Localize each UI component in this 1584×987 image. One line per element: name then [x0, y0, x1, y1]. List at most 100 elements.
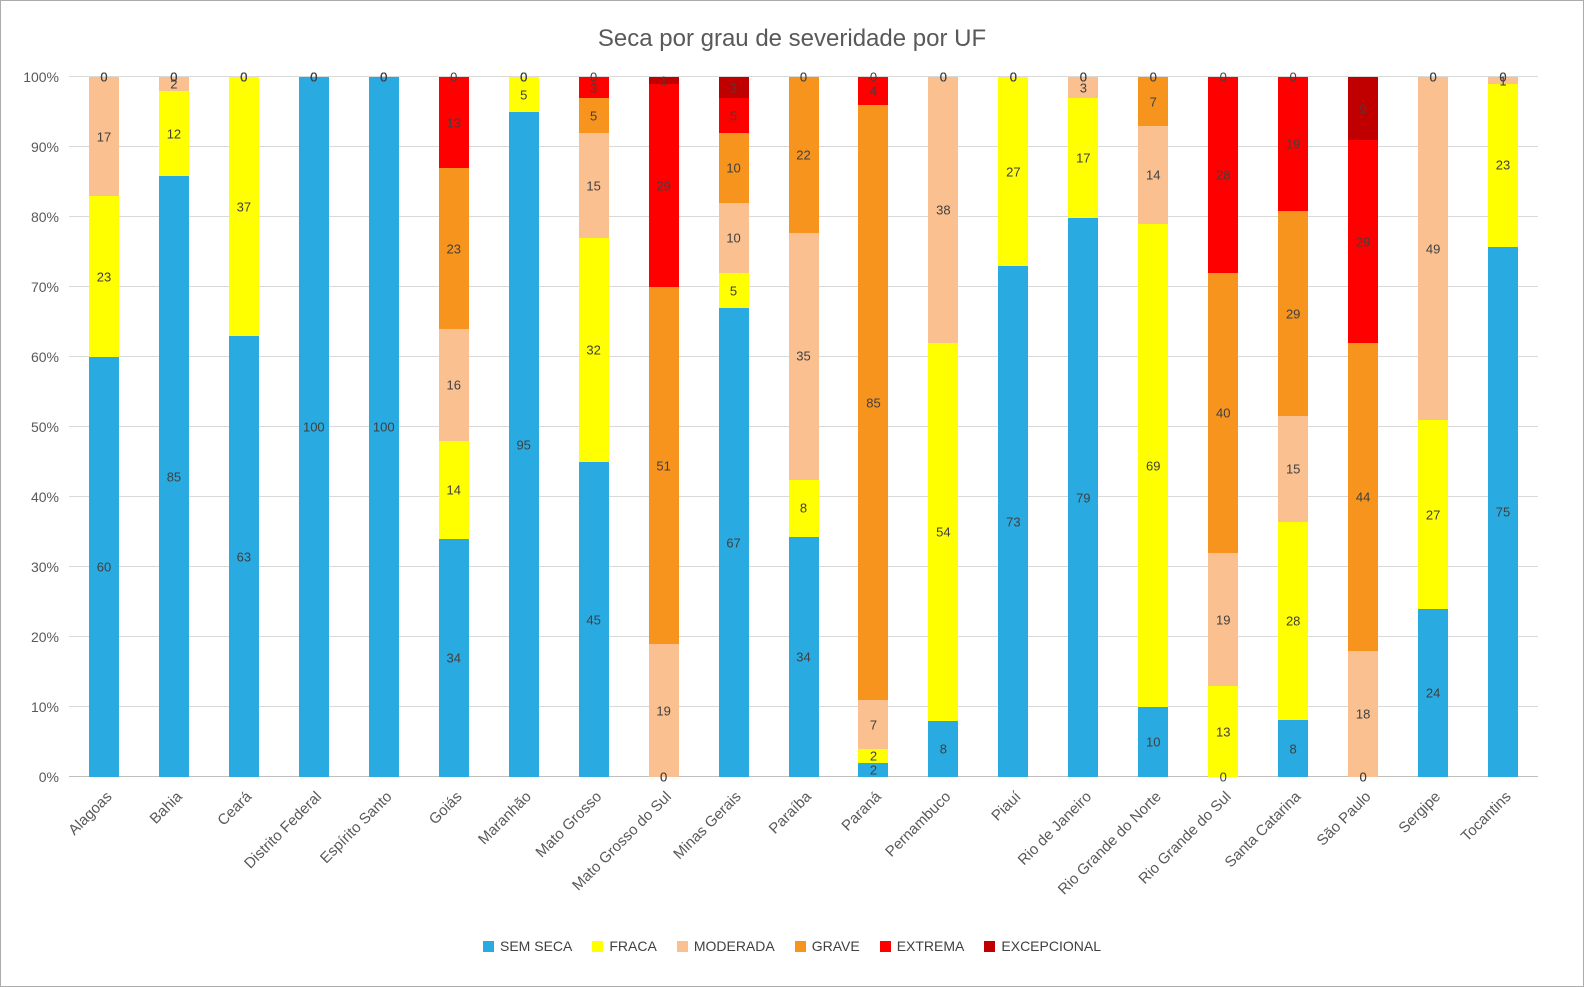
data-label: 10	[1146, 734, 1161, 750]
stacked-bar: 8 54 38 0 0 0	[928, 71, 959, 777]
stacked-bar: 34 8 35 22 0 0	[788, 71, 819, 777]
data-label: 23	[446, 241, 461, 256]
bar-segment-sem-seca	[998, 266, 1029, 777]
bar-segment-moderada	[858, 700, 889, 749]
bar-slot: 45 32 15 5 3 0 Mato Grosso	[532, 71, 629, 861]
data-label: 100	[302, 419, 325, 435]
bar-slot: 0 0 19 51 29 1 Mato Grosso do Sul	[569, 74, 699, 894]
data-label: 2	[170, 76, 178, 92]
data-label: 63	[236, 549, 252, 564]
data-label: 0	[170, 69, 178, 85]
data-label: 22	[796, 147, 811, 163]
y-axis-tick-label: 100%	[23, 69, 59, 85]
data-label: 14	[1146, 167, 1161, 183]
data-label: 29	[1285, 306, 1301, 322]
data-label: 13	[446, 115, 461, 130]
legend-item: SEM SECA	[483, 938, 572, 954]
bar-segment-moderada	[158, 77, 189, 92]
data-label: 27	[1006, 164, 1021, 179]
legend-swatch-moderada	[676, 940, 688, 952]
data-label: 23	[1495, 157, 1511, 173]
bar-segment-sem-seca	[438, 539, 469, 777]
data-label: 0	[799, 69, 808, 85]
data-label: 29	[656, 178, 671, 193]
bar-slot: 0 0 18 44 29 9 São Paulo	[1313, 77, 1398, 849]
legend-item: GRAVE	[794, 938, 860, 954]
stacked-bar: 95 5 0 0 0 0	[508, 71, 539, 777]
x-axis-category-label: Santa Catarina	[1221, 788, 1305, 872]
data-label: 34	[796, 649, 811, 665]
bar-segment-fraca	[1418, 420, 1449, 609]
data-label: 0	[1009, 69, 1017, 85]
data-label: 0	[939, 69, 948, 85]
data-label: 0	[100, 69, 108, 85]
bar-segment-moderada	[1208, 553, 1239, 686]
data-label: 0	[520, 69, 528, 85]
data-label: 3	[729, 80, 738, 95]
bar-segment-grave	[648, 287, 679, 644]
data-label: 100	[372, 419, 395, 435]
data-label: 79	[1076, 490, 1091, 506]
data-label: 0	[1149, 69, 1157, 85]
x-axis-category-label: Espírito Santo	[316, 788, 396, 867]
legend-item: FRACA	[592, 938, 657, 954]
data-label: 0	[520, 69, 528, 85]
data-label: 0	[1079, 69, 1087, 85]
bar-segment-fraca	[1488, 84, 1519, 247]
data-label: 0	[170, 69, 178, 85]
data-label: 23	[96, 269, 112, 284]
bar-segment-grave	[858, 105, 889, 700]
data-label: 13	[1215, 724, 1231, 739]
x-axis-category-label: Pernambuco	[882, 788, 955, 861]
legend-swatch-extrema	[879, 940, 891, 952]
data-label: 0	[1079, 69, 1087, 85]
bar-segment-moderada	[648, 644, 679, 777]
data-label: 0	[939, 69, 948, 85]
bar-segment-extrema	[1348, 140, 1379, 343]
bar-segment-grave	[718, 133, 749, 203]
bar-segment-moderada	[1138, 126, 1169, 224]
bar-segment-sem-seca	[1488, 246, 1519, 777]
data-label: 35	[796, 348, 811, 364]
data-label: 0	[590, 69, 598, 85]
data-label: 40	[1215, 405, 1231, 421]
bar-segment-sem-seca	[298, 77, 329, 777]
data-label: 44	[1355, 489, 1371, 505]
data-label: 60	[96, 559, 112, 575]
bar-segment-grave	[788, 77, 819, 233]
y-axis-tick-label: 40%	[30, 489, 59, 505]
data-label: 27	[1425, 507, 1441, 522]
legend-item: EXCEPCIONAL	[984, 938, 1101, 954]
stacked-bar: 8 28 15 29 19 0	[1278, 71, 1309, 777]
data-label: 0	[240, 69, 248, 85]
bar-segment-extrema	[648, 84, 679, 287]
data-label: 0	[1149, 69, 1157, 85]
data-label: 0	[1219, 769, 1227, 785]
data-label: 0	[520, 69, 528, 85]
bar-slot: 60 23 17 0 0 0 Alagoas	[65, 71, 139, 839]
bar-segment-fraca	[718, 273, 749, 308]
stacked-bar: 0 0 19 51 29 1	[648, 74, 679, 784]
data-label: 69	[1146, 458, 1161, 473]
bar-segment-sem-seca	[158, 176, 189, 777]
bar-slot: 85 12 2 0 0 0 Bahia	[139, 71, 209, 827]
data-label: 2	[869, 748, 878, 764]
data-label: 15	[1285, 461, 1301, 477]
data-label: 37	[236, 199, 252, 214]
data-label: 5	[590, 108, 598, 123]
legend-label: EXTREMA	[896, 938, 965, 954]
bar-segment-moderada	[788, 232, 819, 481]
data-label: 0	[310, 69, 318, 85]
bar-slot: 100 0 0 0 0 0 Espírito Santo	[316, 71, 419, 867]
data-label: 15	[586, 178, 601, 193]
data-label: 0	[939, 69, 948, 85]
stacked-bar: 34 14 16 23 13 0	[438, 71, 469, 777]
data-label: 17	[1076, 150, 1091, 166]
bar-segment-excepcional	[648, 77, 679, 84]
data-label: 10	[726, 230, 741, 246]
data-label: 1	[1499, 73, 1507, 89]
bar-segment-sem-seca	[1068, 218, 1099, 777]
data-label: 0	[240, 69, 248, 85]
x-axis-category-label: Mato Grosso	[532, 788, 605, 862]
legend-swatch-fraca	[592, 940, 604, 952]
